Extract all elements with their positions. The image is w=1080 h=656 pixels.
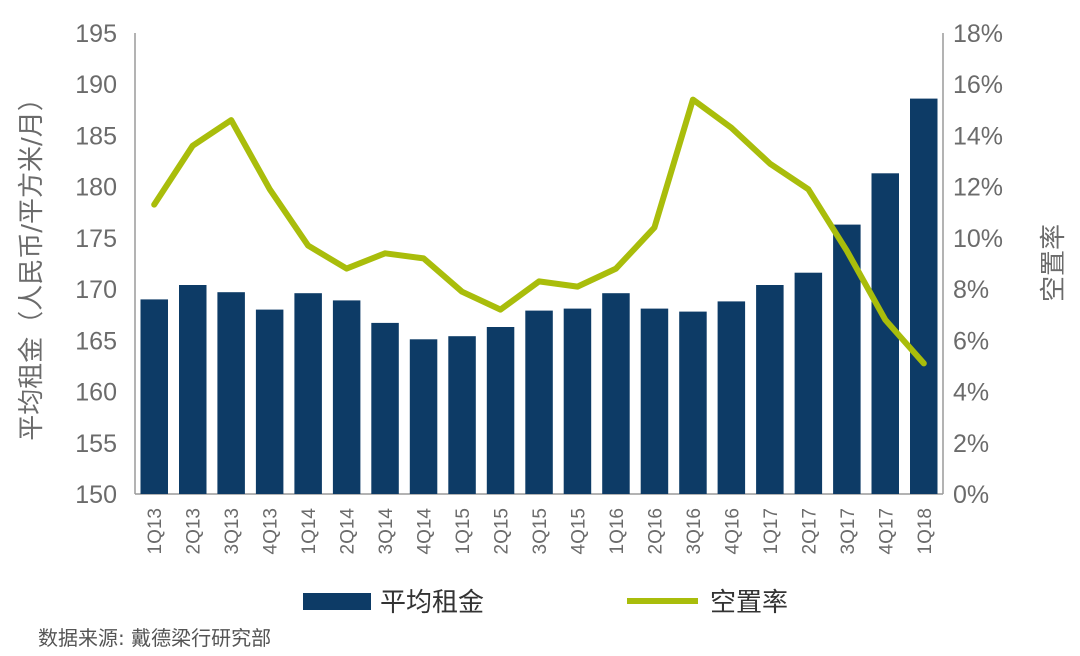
- bar-1Q18: [910, 98, 938, 494]
- bar-3Q15: [525, 310, 553, 494]
- bar-3Q14: [371, 322, 399, 494]
- bar-2Q13: [179, 285, 207, 494]
- bar-2Q16: [640, 308, 669, 494]
- vacancy-point-3Q17: [844, 248, 850, 254]
- x-tick-label: 3Q14: [376, 508, 397, 555]
- x-tick-label: 4Q17: [876, 508, 897, 554]
- left-y-tick-label: 160: [75, 379, 117, 407]
- x-tick-label: 3Q15: [530, 508, 551, 554]
- left-y-tick-label: 180: [75, 174, 117, 202]
- vacancy-point-2Q13: [190, 143, 196, 149]
- bar-1Q15: [448, 336, 476, 494]
- left-y-tick-label: 155: [75, 430, 117, 458]
- vacancy-point-4Q17: [882, 317, 888, 323]
- right-y-tick-label: 18%: [953, 20, 1003, 48]
- vacancy-point-2Q17: [805, 186, 811, 192]
- vacancy-point-4Q15: [574, 284, 581, 290]
- bar-2Q17: [794, 272, 823, 494]
- bar-1Q13: [140, 299, 168, 494]
- source-note: 数据来源: 戴德梁行研究部: [38, 626, 271, 650]
- vacancy-point-3Q16: [690, 97, 696, 103]
- bar-1Q14: [294, 293, 322, 494]
- vacancy-point-2Q16: [651, 225, 658, 231]
- x-tick-label: 1Q18: [915, 508, 936, 554]
- right-y-tick-label: 10%: [953, 225, 1003, 253]
- x-tick-label: 1Q15: [453, 508, 474, 554]
- vacancy-point-3Q14: [382, 250, 388, 256]
- bar-2Q14: [332, 300, 361, 494]
- x-tick-label: 4Q15: [569, 508, 590, 554]
- left-y-tick-label: 185: [75, 122, 117, 150]
- x-tick-label: 2Q14: [338, 508, 359, 555]
- x-tick-label: 2Q13: [184, 508, 205, 554]
- vacancy-point-4Q13: [267, 186, 273, 192]
- left-y-tick-label: 150: [75, 481, 117, 509]
- x-tick-label: 1Q17: [761, 508, 782, 554]
- right-y-tick-labels: 18% 16% 14% 12% 10% 8% 6% 4% 2% 0%: [953, 20, 1003, 509]
- right-y-tick-label: 6%: [953, 327, 989, 355]
- bar-4Q13: [255, 309, 284, 494]
- x-tick-label: 1Q14: [299, 508, 320, 555]
- x-tick-label: 1Q13: [145, 508, 166, 554]
- right-axis-title: 空置率: [1039, 224, 1069, 302]
- bar-1Q17: [756, 285, 784, 494]
- x-tick-label: 2Q16: [645, 508, 666, 554]
- left-y-tick-label: 195: [75, 20, 117, 48]
- right-y-tick-label: 16%: [953, 71, 1003, 99]
- left-y-tick-label: 175: [75, 225, 117, 253]
- x-tick-label: 3Q16: [684, 508, 705, 554]
- left-y-tick-labels: 195 190 185 180 175 170 165 160 155 150: [75, 20, 117, 509]
- vacancy-point-1Q14: [305, 243, 311, 249]
- vacancy-point-2Q14: [344, 266, 350, 272]
- right-y-tick-label: 4%: [953, 379, 989, 407]
- right-y-tick-label: 12%: [953, 174, 1003, 202]
- legend: 平均租金 空置率: [303, 588, 788, 618]
- bar-4Q15: [563, 308, 592, 494]
- vacancy-point-1Q15: [459, 289, 465, 295]
- vacancy-point-1Q17: [767, 161, 773, 167]
- right-y-tick-label: 14%: [953, 122, 1003, 150]
- left-y-tick-label: 165: [75, 327, 117, 355]
- vacancy-point-4Q14: [421, 255, 427, 261]
- bar-3Q16: [679, 311, 707, 494]
- bar-2Q15: [486, 327, 515, 494]
- vacancy-point-3Q13: [228, 117, 234, 123]
- bar-4Q14: [409, 339, 438, 494]
- vacancy-point-1Q16: [613, 266, 619, 272]
- x-tick-label: 2Q17: [799, 508, 820, 554]
- bar-3Q13: [217, 292, 245, 494]
- x-tick-label: 4Q14: [415, 508, 436, 555]
- x-tick-label: 2Q15: [492, 508, 513, 554]
- left-y-tick-label: 190: [75, 71, 117, 99]
- legend-swatch-rent: [303, 593, 371, 610]
- left-y-tick-label: 170: [75, 276, 117, 304]
- vacancy-point-3Q15: [536, 278, 542, 284]
- vacancy-point-2Q15: [497, 307, 504, 313]
- right-y-tick-label: 8%: [953, 276, 989, 304]
- x-tick-label: 3Q13: [222, 508, 243, 554]
- legend-label-vacancy: 空置率: [710, 588, 788, 618]
- bar-1Q16: [602, 293, 630, 494]
- right-y-tick-label: 0%: [953, 481, 989, 509]
- x-tick-label: 3Q17: [838, 508, 859, 554]
- legend-label-rent: 平均租金: [380, 588, 484, 618]
- x-tick-label: 4Q13: [261, 508, 282, 554]
- vacancy-point-4Q16: [728, 125, 735, 131]
- vacancy-point-1Q18: [921, 360, 927, 366]
- vacancy-point-1Q13: [151, 202, 157, 208]
- line-series-vacancy: [151, 96, 927, 367]
- bar-4Q16: [717, 301, 746, 494]
- x-tick-label: 1Q16: [607, 508, 628, 554]
- left-axis-title: 平均租金（人民币/平方米/月）: [17, 85, 47, 441]
- bar-series-rent: [140, 98, 938, 495]
- right-y-tick-label: 2%: [953, 430, 989, 458]
- x-tick-labels: 1Q13 2Q13 3Q13 4Q13 1Q14 2Q14 3Q14 4Q14 1Q15 2Q15…: [145, 508, 936, 555]
- x-tick-label: 4Q16: [722, 508, 743, 554]
